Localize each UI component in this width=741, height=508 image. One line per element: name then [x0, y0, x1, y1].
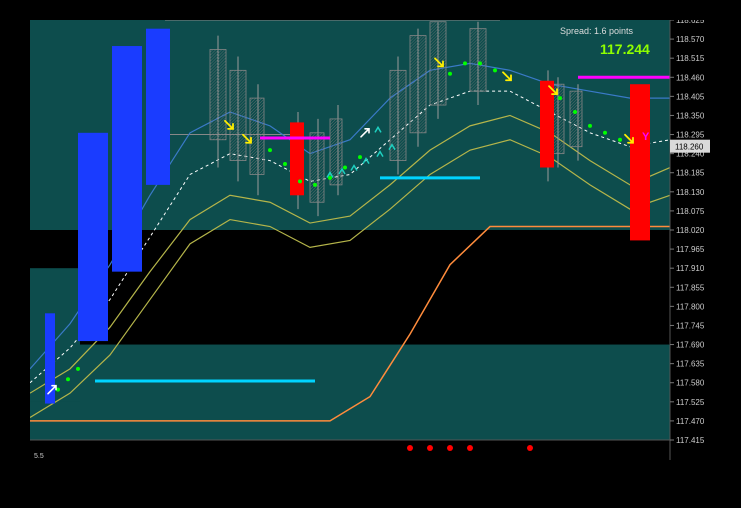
green-signal-dot — [298, 179, 302, 183]
y-tick-label: 117.910 — [676, 264, 705, 273]
green-signal-dot — [588, 124, 592, 128]
green-signal-dot — [618, 138, 622, 142]
y-tick-label: 118.350 — [676, 111, 705, 120]
green-signal-dot — [283, 162, 287, 166]
green-signal-dot — [463, 61, 467, 65]
y-tick-label: 117.855 — [676, 283, 705, 292]
green-signal-dot — [478, 61, 482, 65]
y-tick-label: 117.800 — [676, 302, 705, 311]
red-dot-marker — [467, 445, 473, 451]
green-signal-dot — [268, 148, 272, 152]
y-tick-label: 118.625 — [676, 20, 705, 25]
red-dot-marker — [527, 445, 533, 451]
y-tick-label: 117.745 — [676, 321, 705, 330]
y-tick-label: 118.570 — [676, 35, 705, 44]
blue-trend-bar — [78, 133, 108, 341]
y-tick-label: 118.130 — [676, 188, 705, 197]
y-tick-label: 117.635 — [676, 360, 705, 369]
y-tick-label: 117.415 — [676, 436, 705, 445]
blue-trend-bar — [112, 46, 142, 272]
spread-text: Spread: 1.6 points — [560, 26, 634, 36]
y-tick-label: 118.460 — [676, 73, 705, 82]
green-signal-dot — [313, 183, 317, 187]
green-signal-dot — [573, 110, 577, 114]
green-signal-dot — [343, 166, 347, 170]
blue-trend-bar — [45, 313, 55, 403]
y-tick-label: 118.405 — [676, 92, 705, 101]
red-dot-marker — [407, 445, 413, 451]
red-dot-marker — [427, 445, 433, 451]
y-tick-label: 117.690 — [676, 341, 705, 350]
lower-band — [30, 345, 670, 440]
y-tick-label: 117.965 — [676, 245, 705, 254]
y-tick-label: 118.295 — [676, 131, 705, 140]
y-tick-label: 118.075 — [676, 207, 705, 216]
y-tick-label: 118.020 — [676, 226, 705, 235]
green-signal-dot — [448, 72, 452, 76]
red-dot-marker — [447, 445, 453, 451]
red-trend-bar — [290, 122, 304, 195]
green-signal-dot — [358, 155, 362, 159]
trading-chart[interactable]: Y 118.625 118.570 118.515 118.460 118.405 118.… — [30, 20, 710, 470]
bottom-left-label: 5.5 — [34, 453, 44, 460]
y-tick-label: 118.515 — [676, 54, 705, 63]
y-tick-label: 118.185 — [676, 169, 705, 178]
current-price-label: 118.260 — [675, 143, 704, 152]
green-signal-dot — [328, 176, 332, 180]
y-tick-label: 117.580 — [676, 379, 705, 388]
big-price: 117.244 — [600, 41, 650, 57]
chart-canvas: Y 118.625 118.570 118.515 118.460 118.405 118.… — [30, 20, 710, 470]
green-signal-dot — [558, 96, 562, 100]
red-trend-bar — [630, 84, 650, 240]
magenta-y-marker: Y — [642, 131, 650, 143]
green-signal-dot — [76, 367, 80, 371]
green-signal-dot — [493, 68, 497, 72]
y-tick-label: 117.525 — [676, 398, 705, 407]
green-signal-dot — [66, 377, 70, 381]
y-tick-label: 117.470 — [676, 417, 705, 426]
green-signal-dot — [603, 131, 607, 135]
blue-trend-bar — [146, 29, 170, 185]
